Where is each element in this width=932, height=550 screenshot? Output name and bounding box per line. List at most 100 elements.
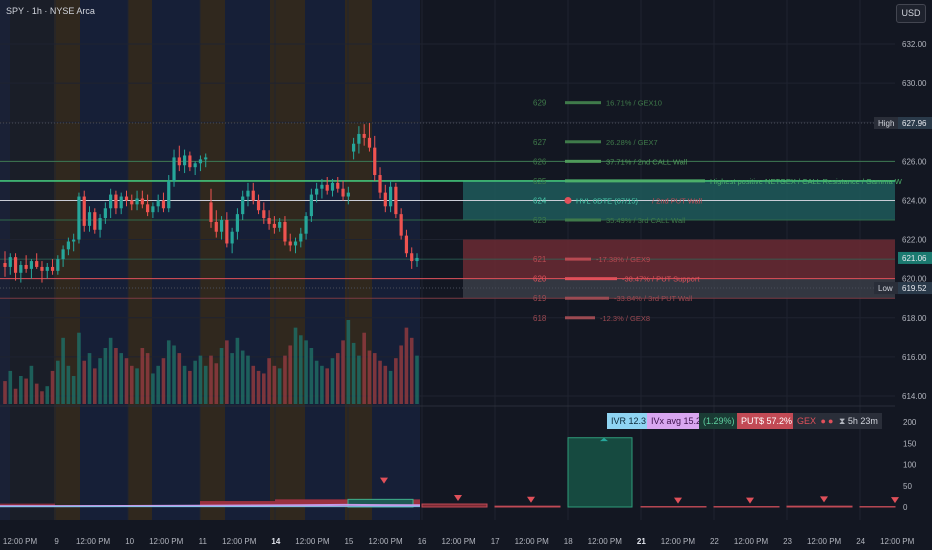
volume-bar [3, 381, 7, 404]
triangle-down-icon [454, 495, 462, 502]
volume-bar [367, 350, 372, 404]
candle-body [235, 214, 240, 232]
volume-bar [145, 353, 150, 404]
price-axis-label: 620.00 [902, 275, 927, 284]
candle-body [293, 241, 298, 246]
candle-body [146, 204, 150, 213]
candle-body [278, 221, 282, 228]
volume-bar [166, 340, 171, 404]
candle-body [383, 192, 387, 207]
indicator-badge: IVx avg 15.2 [647, 413, 706, 429]
time-axis-label: 16 [418, 537, 427, 546]
session-band [10, 0, 54, 520]
currency-button[interactable]: USD [896, 4, 926, 23]
time-axis-label: 15 [344, 537, 353, 546]
volume-bar [272, 365, 277, 404]
volume-bar [394, 358, 398, 404]
candle-body [325, 184, 329, 191]
candle-body [352, 143, 356, 152]
price-tag-bg [874, 117, 898, 130]
candle-body [346, 192, 350, 197]
candlesticks [3, 123, 419, 283]
volume-bar [129, 365, 134, 404]
volume-bar [50, 370, 55, 404]
gex-level-bar [565, 277, 617, 281]
volume-bar [19, 376, 23, 404]
volume-bars [3, 320, 419, 404]
volume-bar [98, 358, 102, 404]
gex-level-bar [565, 316, 595, 320]
volume-bar [415, 355, 419, 404]
time-axis-label: 12:00 PM [734, 537, 769, 546]
gex-level-bars [564, 101, 705, 320]
candle-body [288, 241, 292, 246]
time-axis-label: 17 [491, 537, 500, 546]
candle-body [320, 184, 324, 189]
volume-bar [214, 363, 219, 404]
candle-body [93, 212, 97, 230]
candle-body [362, 133, 366, 138]
dot-icon [564, 196, 572, 204]
volume-bar [362, 332, 366, 404]
price-axis-label: 624.00 [902, 196, 927, 205]
indicator-axis-label: 200 [903, 418, 917, 427]
candle-body [177, 157, 181, 166]
candle-body [304, 216, 308, 234]
session-band [345, 0, 372, 520]
price-axis: 632.00630.00628.00626.00624.00622.00620.… [874, 40, 932, 401]
triangle-down-icon [380, 477, 388, 484]
volume-bar [293, 327, 298, 404]
candle-body [77, 196, 81, 240]
indicator-bar [786, 505, 853, 508]
time-axis-label: 12:00 PM [222, 537, 257, 546]
candle-body [256, 200, 261, 211]
candle-body [13, 257, 18, 273]
volume-bar [357, 355, 361, 404]
volume-bar [399, 345, 403, 404]
volume-bar [277, 368, 282, 404]
gex-level-text: 37.71% / 2nd CALL Wall [606, 157, 687, 166]
candle-body [3, 263, 7, 267]
price-axis-label: 626.00 [902, 157, 927, 166]
volume-bar [240, 350, 245, 404]
symbol-header[interactable]: SPY · 1h · NYSE Arca [6, 6, 95, 16]
volume-bar [330, 358, 335, 404]
strike-label: 618 [533, 314, 547, 323]
gex-level-text: 26.28% / GEX7 [606, 138, 658, 147]
candle-body [103, 208, 107, 219]
volume-bar [219, 348, 224, 404]
time-axis: 12:00 PM 9 12:00 PM 10 12:00 PM 11 12:00 PM 14 1… [3, 537, 915, 546]
volume-bar [82, 360, 87, 404]
candle-body [82, 196, 86, 226]
time-axis-label: 23 [783, 537, 792, 546]
candle-body [45, 266, 49, 271]
volume-bar [140, 348, 145, 404]
candle-body [367, 137, 372, 148]
session-band [80, 0, 128, 520]
candle-body [394, 186, 398, 215]
triangle-down-icon [674, 497, 682, 504]
volume-bar [119, 353, 124, 404]
candle-body [315, 188, 319, 195]
candle-body [230, 231, 234, 244]
candle-body [98, 218, 102, 230]
candle-body [135, 198, 139, 205]
indicator-axis-label: 150 [903, 439, 917, 448]
volume-bar [304, 340, 308, 404]
volume-bar [351, 342, 356, 404]
volume-bar [246, 355, 250, 404]
volume-bar [135, 368, 139, 404]
strike-label: 625 [533, 177, 547, 186]
session-band [270, 0, 305, 520]
volume-bar [288, 345, 293, 404]
candle-body [172, 157, 176, 181]
volume-bar [267, 358, 271, 404]
volume-bar [378, 360, 382, 404]
candle-body [272, 223, 276, 228]
price-axis-label: 616.00 [902, 353, 927, 362]
candle-body [404, 235, 409, 254]
volume-bar [29, 365, 34, 404]
gex-level-text: -38.47% / PUT Support [622, 275, 700, 284]
candle-body [182, 155, 187, 166]
